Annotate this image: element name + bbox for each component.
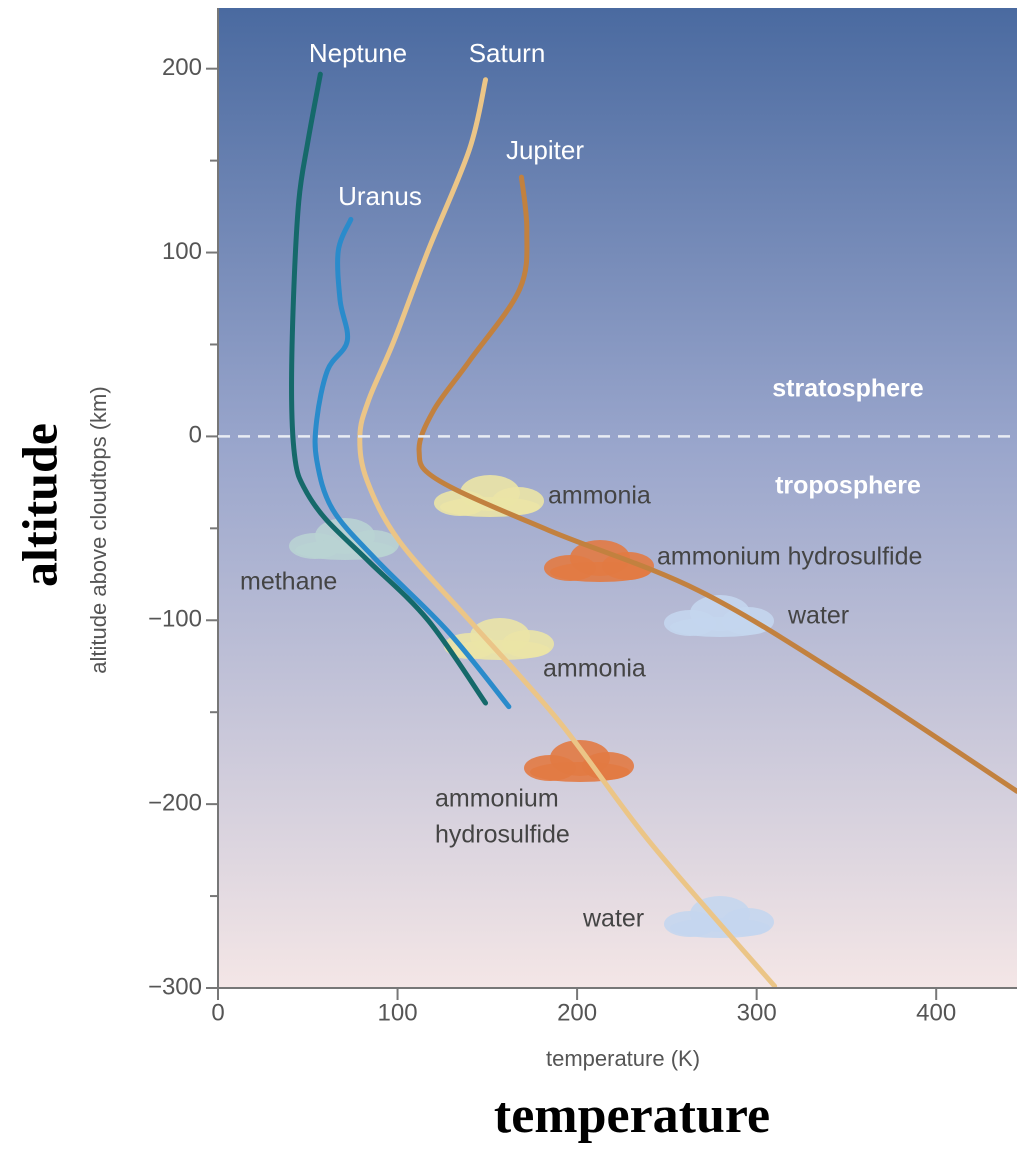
cloud xyxy=(295,540,395,560)
series-label: Uranus xyxy=(338,181,422,211)
annotation: ammonia xyxy=(543,655,646,683)
outer-x-label: temperature xyxy=(494,1087,770,1144)
x-tick-label: 300 xyxy=(737,999,777,1026)
chart: altitude above cloudtops (km) temperatur… xyxy=(0,0,1017,1150)
y-tick-label: 200 xyxy=(162,54,202,81)
annotation: ammonium hydrosulfide xyxy=(657,543,922,571)
region-label: stratosphere xyxy=(772,375,924,403)
y-tick-label: −300 xyxy=(148,973,202,1000)
y-tick-label: −200 xyxy=(148,789,202,816)
series-label: Jupiter xyxy=(506,135,584,165)
region-label: troposphere xyxy=(775,472,921,500)
annotation: methane xyxy=(240,568,337,596)
annotation: ammonium xyxy=(435,785,559,813)
series-label: Neptune xyxy=(309,38,407,68)
y-tick-label: −100 xyxy=(148,606,202,633)
x-tick-label: 100 xyxy=(378,999,418,1026)
annotation: ammonia xyxy=(548,482,651,510)
outer-y-label: altitude xyxy=(11,423,67,587)
y-tick-label: 100 xyxy=(162,238,202,265)
x-axis-label: temperature (K) xyxy=(546,1046,700,1071)
series-label: Saturn xyxy=(469,38,546,68)
annotation: water xyxy=(787,602,849,630)
x-tick-label: 400 xyxy=(916,999,956,1026)
y-axis-label: altitude above cloudtops (km) xyxy=(86,386,111,673)
y-tick-label: 0 xyxy=(189,422,202,449)
annotation: hydrosulfide xyxy=(435,821,570,849)
annotation: water xyxy=(582,905,644,933)
x-tick-label: 200 xyxy=(557,999,597,1026)
cloud xyxy=(530,762,630,782)
x-tick-label: 0 xyxy=(211,999,224,1026)
